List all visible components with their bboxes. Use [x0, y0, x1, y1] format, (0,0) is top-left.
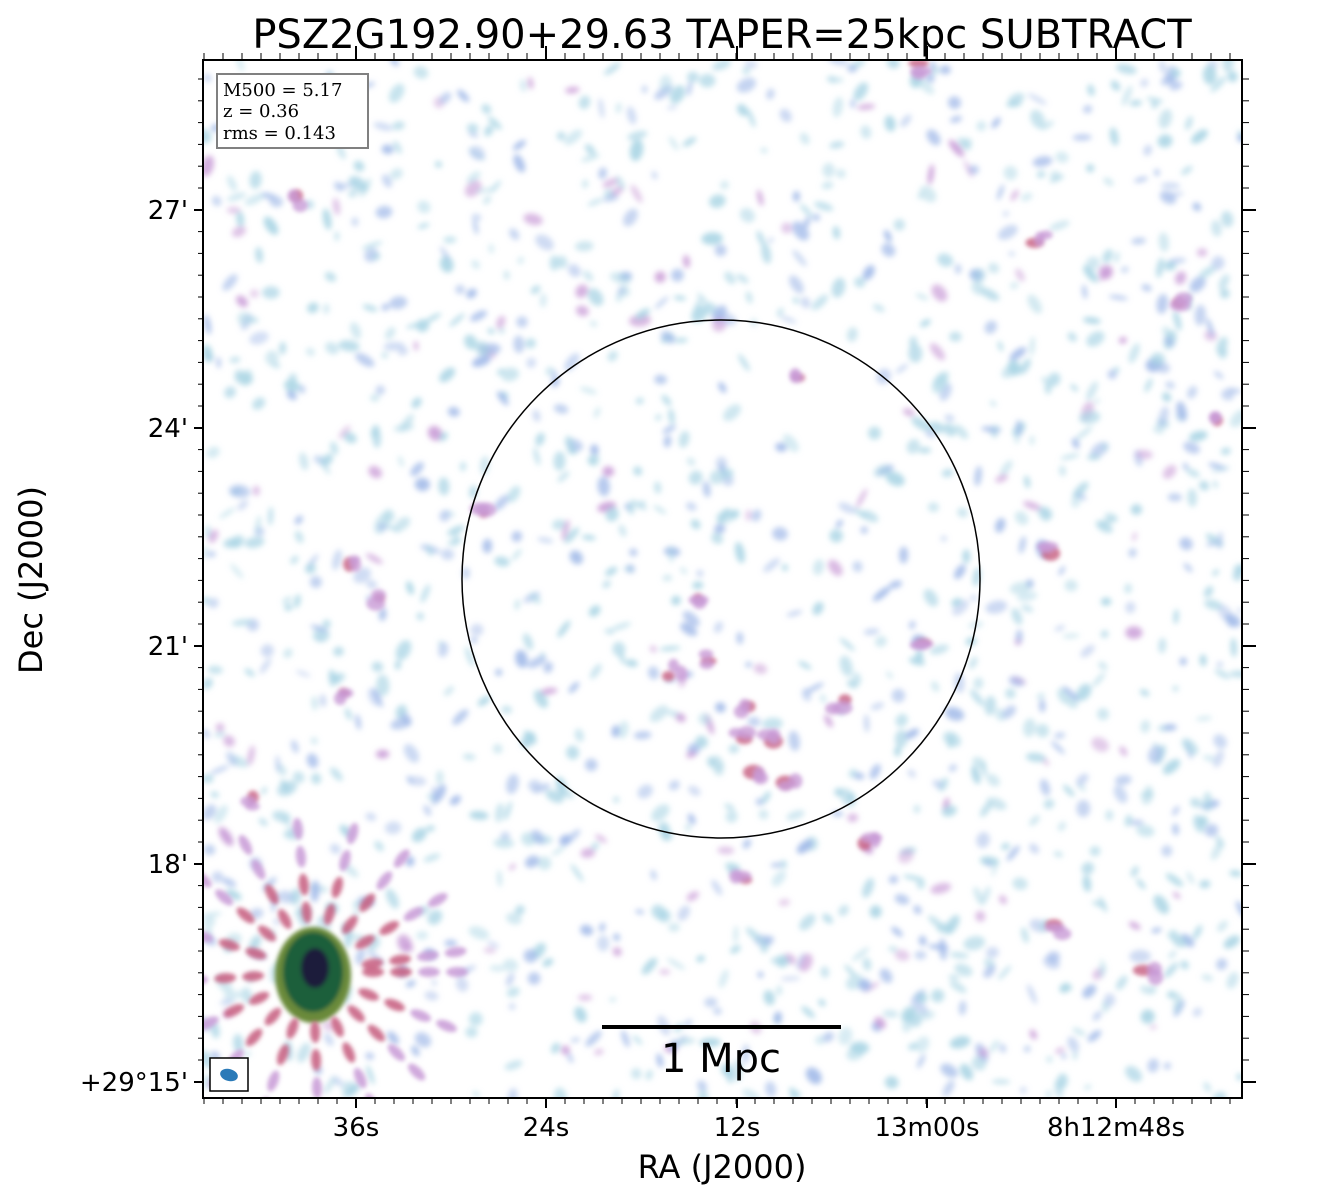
x-tick-label: 13m00s: [874, 1113, 979, 1143]
x-axis-label: RA (J2000): [638, 1148, 807, 1186]
axis-ticks: [194, 46, 1256, 1108]
info-mass: M500 = 5.17: [223, 80, 342, 101]
bright-point-source: [275, 927, 351, 1023]
info-rms: rms = 0.143: [223, 123, 336, 144]
figure-title: PSZ2G192.90+29.63 TAPER=25kpc SUBTRACT: [252, 12, 1192, 58]
x-tick-label: 24s: [523, 1113, 570, 1143]
scale-bar: 1 Mpc: [602, 1025, 841, 1082]
info-redshift: z = 0.36: [223, 101, 299, 122]
y-tick-label: 27': [148, 196, 188, 226]
y-tick-labels: 27' 24' 21' 18' +29°15': [80, 196, 188, 1098]
info-box: M500 = 5.17 z = 0.36 rms = 0.143: [216, 73, 369, 149]
r500-circle: [461, 319, 981, 839]
source-artefact-rays: [203, 817, 468, 1098]
y-tick-label: 24': [148, 414, 188, 444]
y-axis-label: Dec (J2000): [12, 486, 50, 674]
y-tick-label: 21': [148, 632, 188, 662]
beam-indicator: [209, 1057, 249, 1092]
y-tick-label: 18': [148, 850, 188, 880]
plot-frame: [202, 59, 1243, 1099]
x-tick-label: 8h12m48s: [1047, 1113, 1185, 1143]
scale-bar-label: 1 Mpc: [661, 1036, 781, 1082]
x-tick-label: 36s: [333, 1113, 380, 1143]
emission-blobs: [240, 60, 1223, 986]
y-tick-label: +29°15': [80, 1068, 188, 1098]
x-tick-label: 12s: [714, 1113, 761, 1143]
map-image: [203, 60, 1242, 1098]
x-tick-labels: 36s 24s 12s 13m00s 8h12m48s: [333, 1113, 1185, 1143]
